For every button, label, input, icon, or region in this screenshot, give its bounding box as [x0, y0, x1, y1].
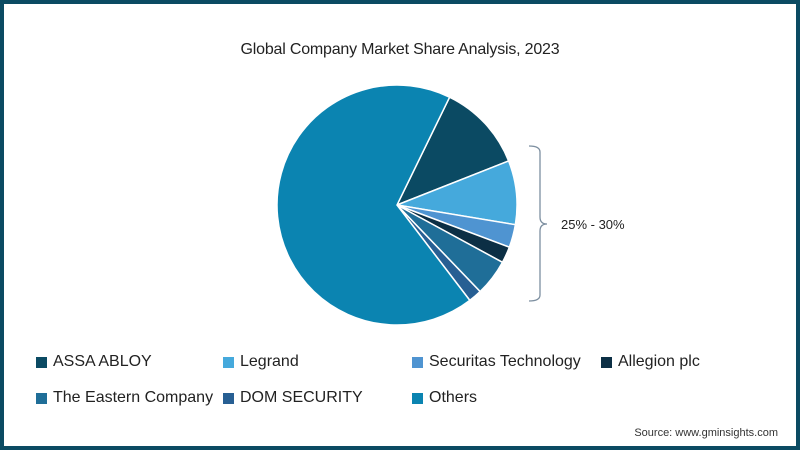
legend-swatch [223, 392, 234, 404]
source-note: Source: www.gminsights.com [634, 427, 778, 439]
legend-swatch [36, 392, 47, 404]
chart-title: Global Company Market Share Analysis, 20… [240, 41, 560, 58]
legend-swatch [412, 356, 423, 368]
legend-item-eastern-company: The Eastern Company [36, 389, 213, 407]
legend-item-allegion: Allegion plc [601, 353, 700, 371]
legend-swatch [601, 356, 612, 368]
legend-item-legrand: Legrand [223, 353, 299, 371]
bracket [528, 145, 548, 302]
pie-slice-others [276, 84, 471, 326]
legend-item-securitas: Securitas Technology [412, 353, 581, 371]
legend-item-dom-security: DOM SECURITY [223, 389, 363, 407]
legend-swatch [412, 392, 423, 404]
pie-slice-assa-abloy [395, 96, 510, 207]
bracket-annotation: 25% - 30% [561, 217, 625, 232]
legend-swatch [36, 356, 47, 368]
legend-swatch [223, 356, 234, 368]
legend-item-assa-abloy: ASSA ABLOY [36, 353, 152, 371]
pie-slices [276, 84, 518, 326]
legend-item-others: Others [412, 389, 477, 407]
